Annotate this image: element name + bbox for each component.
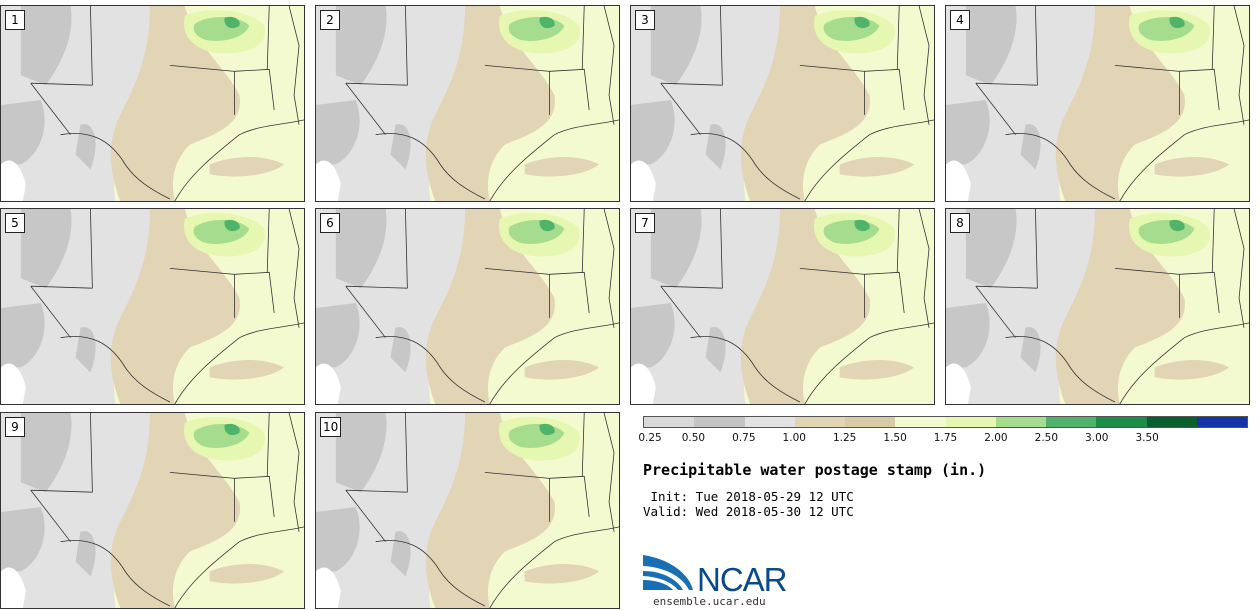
precipitable-water-colorbar [643,416,1248,428]
map-field [316,413,619,608]
colorbar-tick: 3.00 [1085,432,1109,444]
map-field [1,6,304,201]
member-label: 8 [950,213,970,233]
ensemble-member-panel: 1 [0,5,305,202]
colorbar-tick: 0.75 [732,432,756,444]
colorbar-tick: 3.50 [1135,432,1159,444]
colorbar-segment [945,417,996,427]
product-title: Precipitable water postage stamp (in.) [643,461,987,479]
map-field [631,6,934,201]
colorbar-segment [1046,417,1097,427]
member-label: 4 [950,10,970,30]
member-label: 1 [5,10,25,30]
colorbar-tick: 1.50 [883,432,907,444]
colorbar-tick: 1.25 [832,432,857,444]
colorbar-tick-labels: 0.25 0.50 0.75 1.00 1.25 1.50 1.75 2.00 … [638,432,1248,448]
colorbar-segment [694,417,745,427]
ncar-logo-icon [643,555,693,590]
ensemble-member-panel: 10 [315,412,620,609]
map-field [946,6,1249,201]
ensemble-member-panel: 6 [315,208,620,405]
member-label: 6 [320,213,340,233]
colorbar-segment [1146,417,1197,427]
ensemble-member-panel: 2 [315,5,620,202]
colorbar-segment [744,417,795,427]
colorbar-tick: 0.50 [681,432,706,444]
member-label: 9 [5,417,25,437]
map-field [316,6,619,201]
colorbar-segment [845,417,896,427]
colorbar-segment [895,417,946,427]
ensemble-member-panel: 9 [0,412,305,609]
ensemble-member-panel: 3 [630,5,935,202]
ensemble-member-panel: 4 [945,5,1250,202]
map-field [946,209,1249,404]
logo-url: ensemble.ucar.edu [653,595,766,608]
colorbar-tick: 0.25 [638,432,662,444]
ensemble-member-panel: 5 [0,208,305,405]
colorbar-tick: 1.00 [782,432,806,444]
map-field [1,209,304,404]
member-label: 2 [320,10,340,30]
colorbar-tick: 1.75 [933,432,958,444]
ncar-logo-text: NCAR [697,561,788,598]
colorbar-segment [1196,417,1247,427]
colorbar-tick: 2.50 [1034,432,1059,444]
valid-time: Valid: Wed 2018-05-30 12 UTC [643,504,854,519]
member-label: 3 [635,10,655,30]
ensemble-member-panel: 8 [945,208,1250,405]
colorbar-segment [995,417,1046,427]
map-field [1,413,304,608]
member-label: 7 [635,213,655,233]
map-field [631,209,934,404]
colorbar-segment [794,417,845,427]
colorbar-segment [1096,417,1147,427]
map-field [316,209,619,404]
member-label: 5 [5,213,25,233]
member-label: 10 [320,417,342,437]
colorbar-segment [644,417,695,427]
ensemble-member-panel: 7 [630,208,935,405]
colorbar-tick: 2.00 [984,432,1008,444]
init-time: Init: Tue 2018-05-29 12 UTC [643,489,854,504]
